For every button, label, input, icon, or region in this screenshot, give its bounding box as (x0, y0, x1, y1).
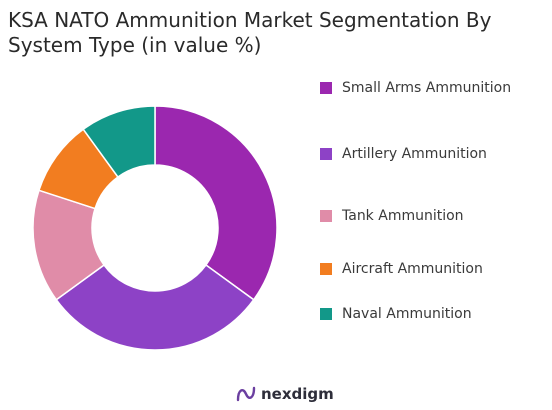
nexdigm-logo-icon (236, 386, 256, 402)
legend-label: Tank Ammunition (342, 208, 464, 224)
brand-name: nexdigm (261, 385, 334, 403)
legend-swatch (320, 263, 332, 275)
legend-label: Aircraft Ammunition (342, 261, 483, 277)
legend-item: Artillery Ammunition (320, 146, 487, 162)
legend-item: Small Arms Ammunition (320, 80, 511, 96)
legend-item: Aircraft Ammunition (320, 261, 483, 277)
legend-item: Naval Ammunition (320, 306, 472, 322)
legend-item: Tank Ammunition (320, 208, 464, 224)
legend-swatch (320, 148, 332, 160)
legend-label: Artillery Ammunition (342, 146, 487, 162)
brand-logo: nexdigm (235, 385, 334, 403)
donut-slice-small-arms-ammunition (154, 105, 278, 301)
donut-slice-naval-ammunition (82, 105, 156, 179)
legend-label: Small Arms Ammunition (342, 80, 512, 96)
legend-swatch (320, 308, 332, 320)
donut-slice-artillery-ammunition (55, 263, 255, 351)
chart-title: KSA NATO Ammunition Market Segmentation … (8, 8, 492, 57)
legend-swatch (320, 82, 332, 94)
legend-label: Naval Ammunition (342, 306, 472, 322)
legend-swatch (320, 210, 332, 222)
